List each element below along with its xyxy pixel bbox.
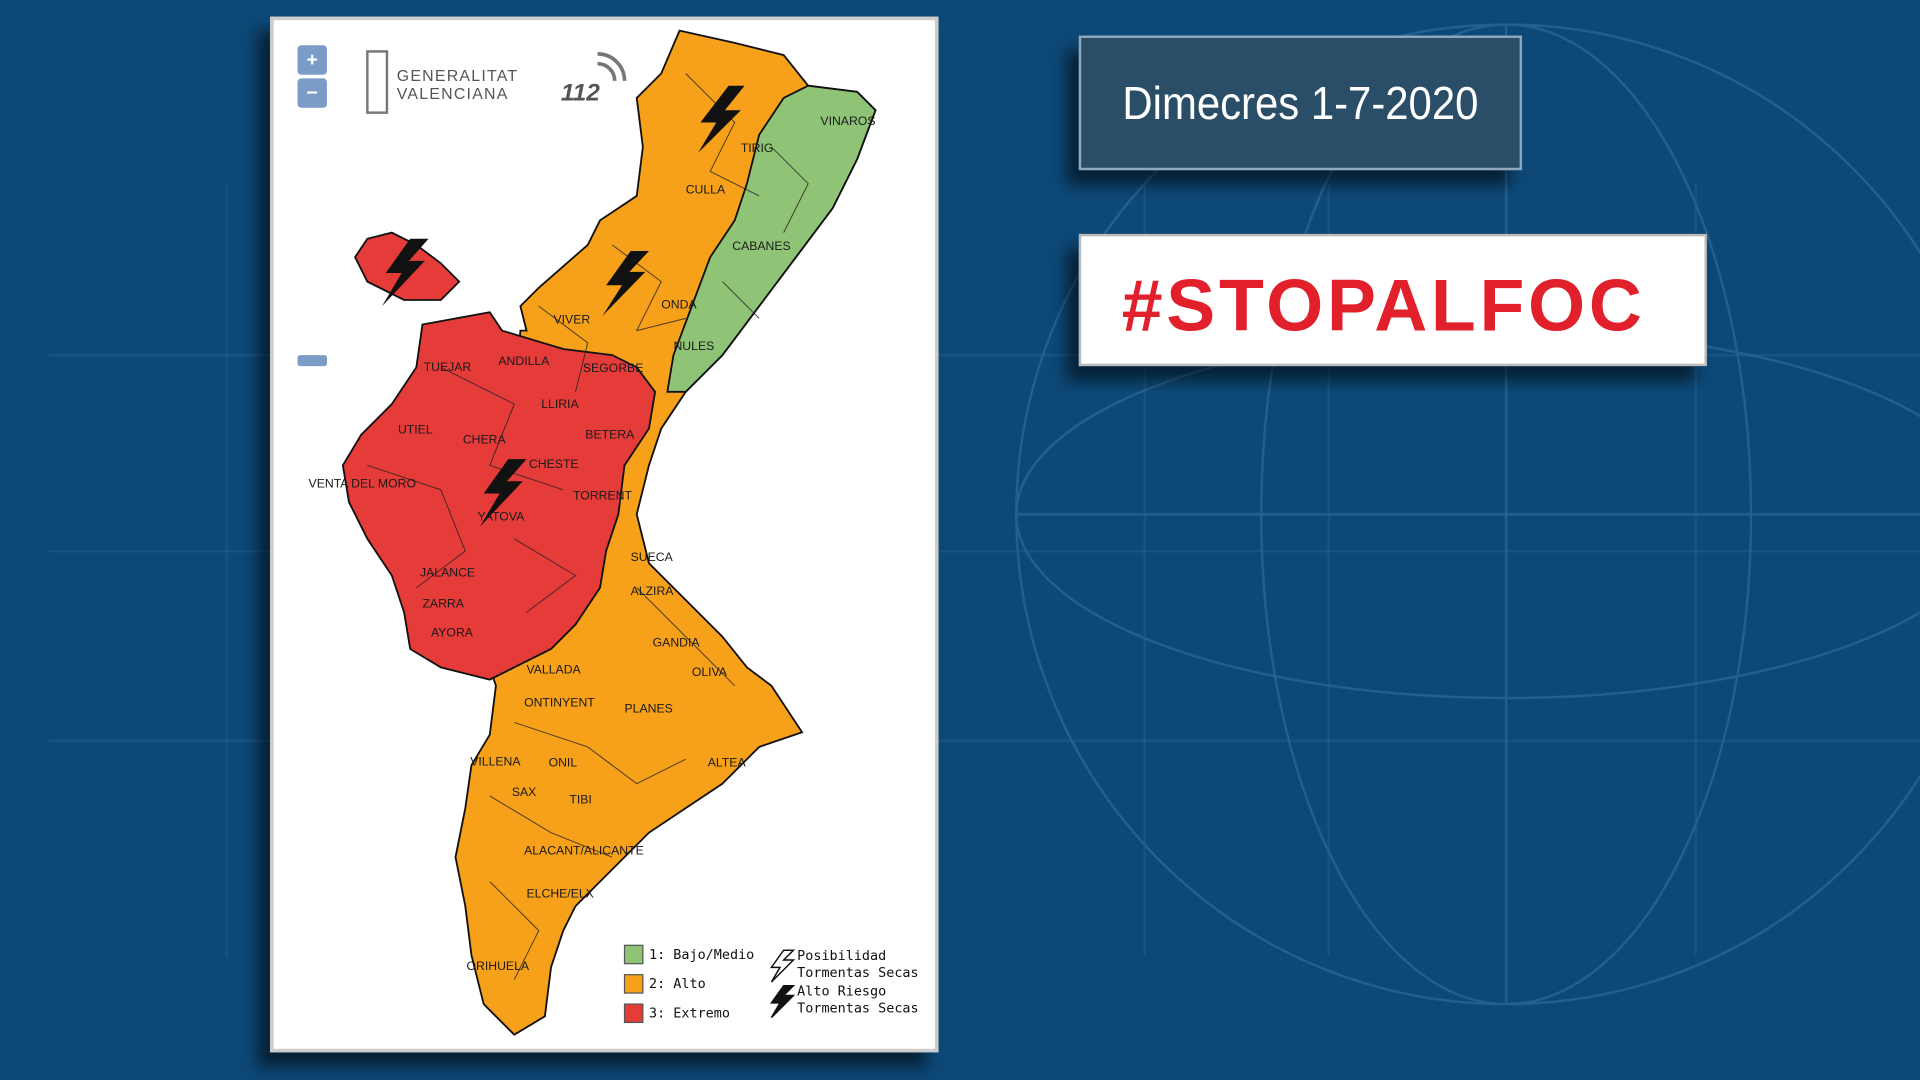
town-label: ONDA xyxy=(661,298,697,312)
zoom-in-label[interactable]: + xyxy=(307,49,318,71)
zoom-in-button[interactable] xyxy=(297,45,327,75)
town-label: ORIHUELA xyxy=(467,959,530,973)
town-label: PLANES xyxy=(624,702,672,716)
town-label: OLIVA xyxy=(692,665,728,679)
town-label: SUECA xyxy=(631,550,674,564)
town-label: CHESTE xyxy=(529,457,579,471)
town-label: ALZIRA xyxy=(631,584,675,598)
storm-label: Tormentas Secas xyxy=(797,966,918,981)
legend-label: 3: Extremo xyxy=(649,1007,730,1022)
town-label: TORRENT xyxy=(573,489,632,503)
storm-icon xyxy=(770,949,796,983)
town-label: JALANCE xyxy=(420,566,475,580)
town-label: VENTA DEL MORO xyxy=(309,476,416,490)
legend-swatch xyxy=(623,944,644,965)
emergency-logo: 112 xyxy=(561,79,600,106)
town-label: BETERA xyxy=(585,427,635,441)
emergency-logo-waves xyxy=(597,52,627,81)
storm-label: Alto Riesgo xyxy=(797,985,886,1000)
zoom-out-label[interactable]: − xyxy=(307,82,318,104)
town-label: VALLADA xyxy=(527,662,582,676)
town-label: TIBI xyxy=(569,792,591,806)
date: Dimecres 1-7-2020 xyxy=(1122,78,1478,130)
town-label: TIRIG xyxy=(741,141,774,155)
town-label: ONTINYENT xyxy=(524,696,595,710)
generalitat-emblem xyxy=(366,50,389,114)
town-label: LLIRIA xyxy=(541,397,579,411)
region-bajo-medio xyxy=(666,84,877,393)
town-label: VINAROS xyxy=(820,114,875,128)
date-box xyxy=(1078,35,1523,171)
town-label: CABANES xyxy=(732,239,790,253)
town-label: AYORA xyxy=(431,626,474,640)
town-label: CHERA xyxy=(463,432,507,446)
town-label: ELCHE/ELX xyxy=(527,887,594,901)
town-label: ANDILLA xyxy=(498,354,550,368)
storm-icon xyxy=(770,984,796,1019)
logo-text: VALENCIANA xyxy=(397,86,509,103)
town-label: ALTEA xyxy=(708,756,747,770)
town-label: TUEJAR xyxy=(424,360,472,374)
town-label: UTIEL xyxy=(398,422,433,436)
municipal-borders xyxy=(367,73,809,980)
map: VINAROS TIRIG CULLA CABANES ONDA VIVER NULES SE… xyxy=(309,29,877,1036)
zoom-slider[interactable] xyxy=(297,355,327,367)
legend-swatch xyxy=(623,974,644,994)
town-label: VILLENA xyxy=(470,754,521,768)
town-label: VIVER xyxy=(553,312,590,326)
town-label: GANDIA xyxy=(653,636,701,650)
logo-text: GENERALITAT xyxy=(397,68,519,85)
zoom-out-button[interactable] xyxy=(297,78,327,108)
town-label: ALACANT/ALICANTE xyxy=(524,844,644,858)
campaign-box xyxy=(1078,233,1707,367)
storm-label: Tormentas Secas xyxy=(797,1002,918,1017)
town-label: NULES xyxy=(673,339,714,353)
legend-swatch xyxy=(623,1003,644,1024)
legend-label: 2: Alto xyxy=(649,977,706,992)
town-label: ONIL xyxy=(549,756,578,770)
legend: 1: Bajo/Medio 2: Alto 3: Extremo Posibilida… xyxy=(623,944,919,1024)
town-label: YATOVA xyxy=(478,509,526,523)
town-labels: VINAROS TIRIG CULLA CABANES ONDA VIVER NULES SE… xyxy=(309,114,876,973)
town-label: CULLA xyxy=(686,182,726,196)
town-label: SEGORBE xyxy=(583,361,644,375)
town-label: SAX xyxy=(512,785,536,799)
storm-label: Posibilidad xyxy=(797,949,886,964)
legend-label: 1: Bajo/Medio xyxy=(649,948,754,963)
campaign-hashtag: #STOPALFOC xyxy=(1122,264,1646,347)
town-label: ZARRA xyxy=(422,596,464,610)
storm-icons xyxy=(382,85,745,527)
